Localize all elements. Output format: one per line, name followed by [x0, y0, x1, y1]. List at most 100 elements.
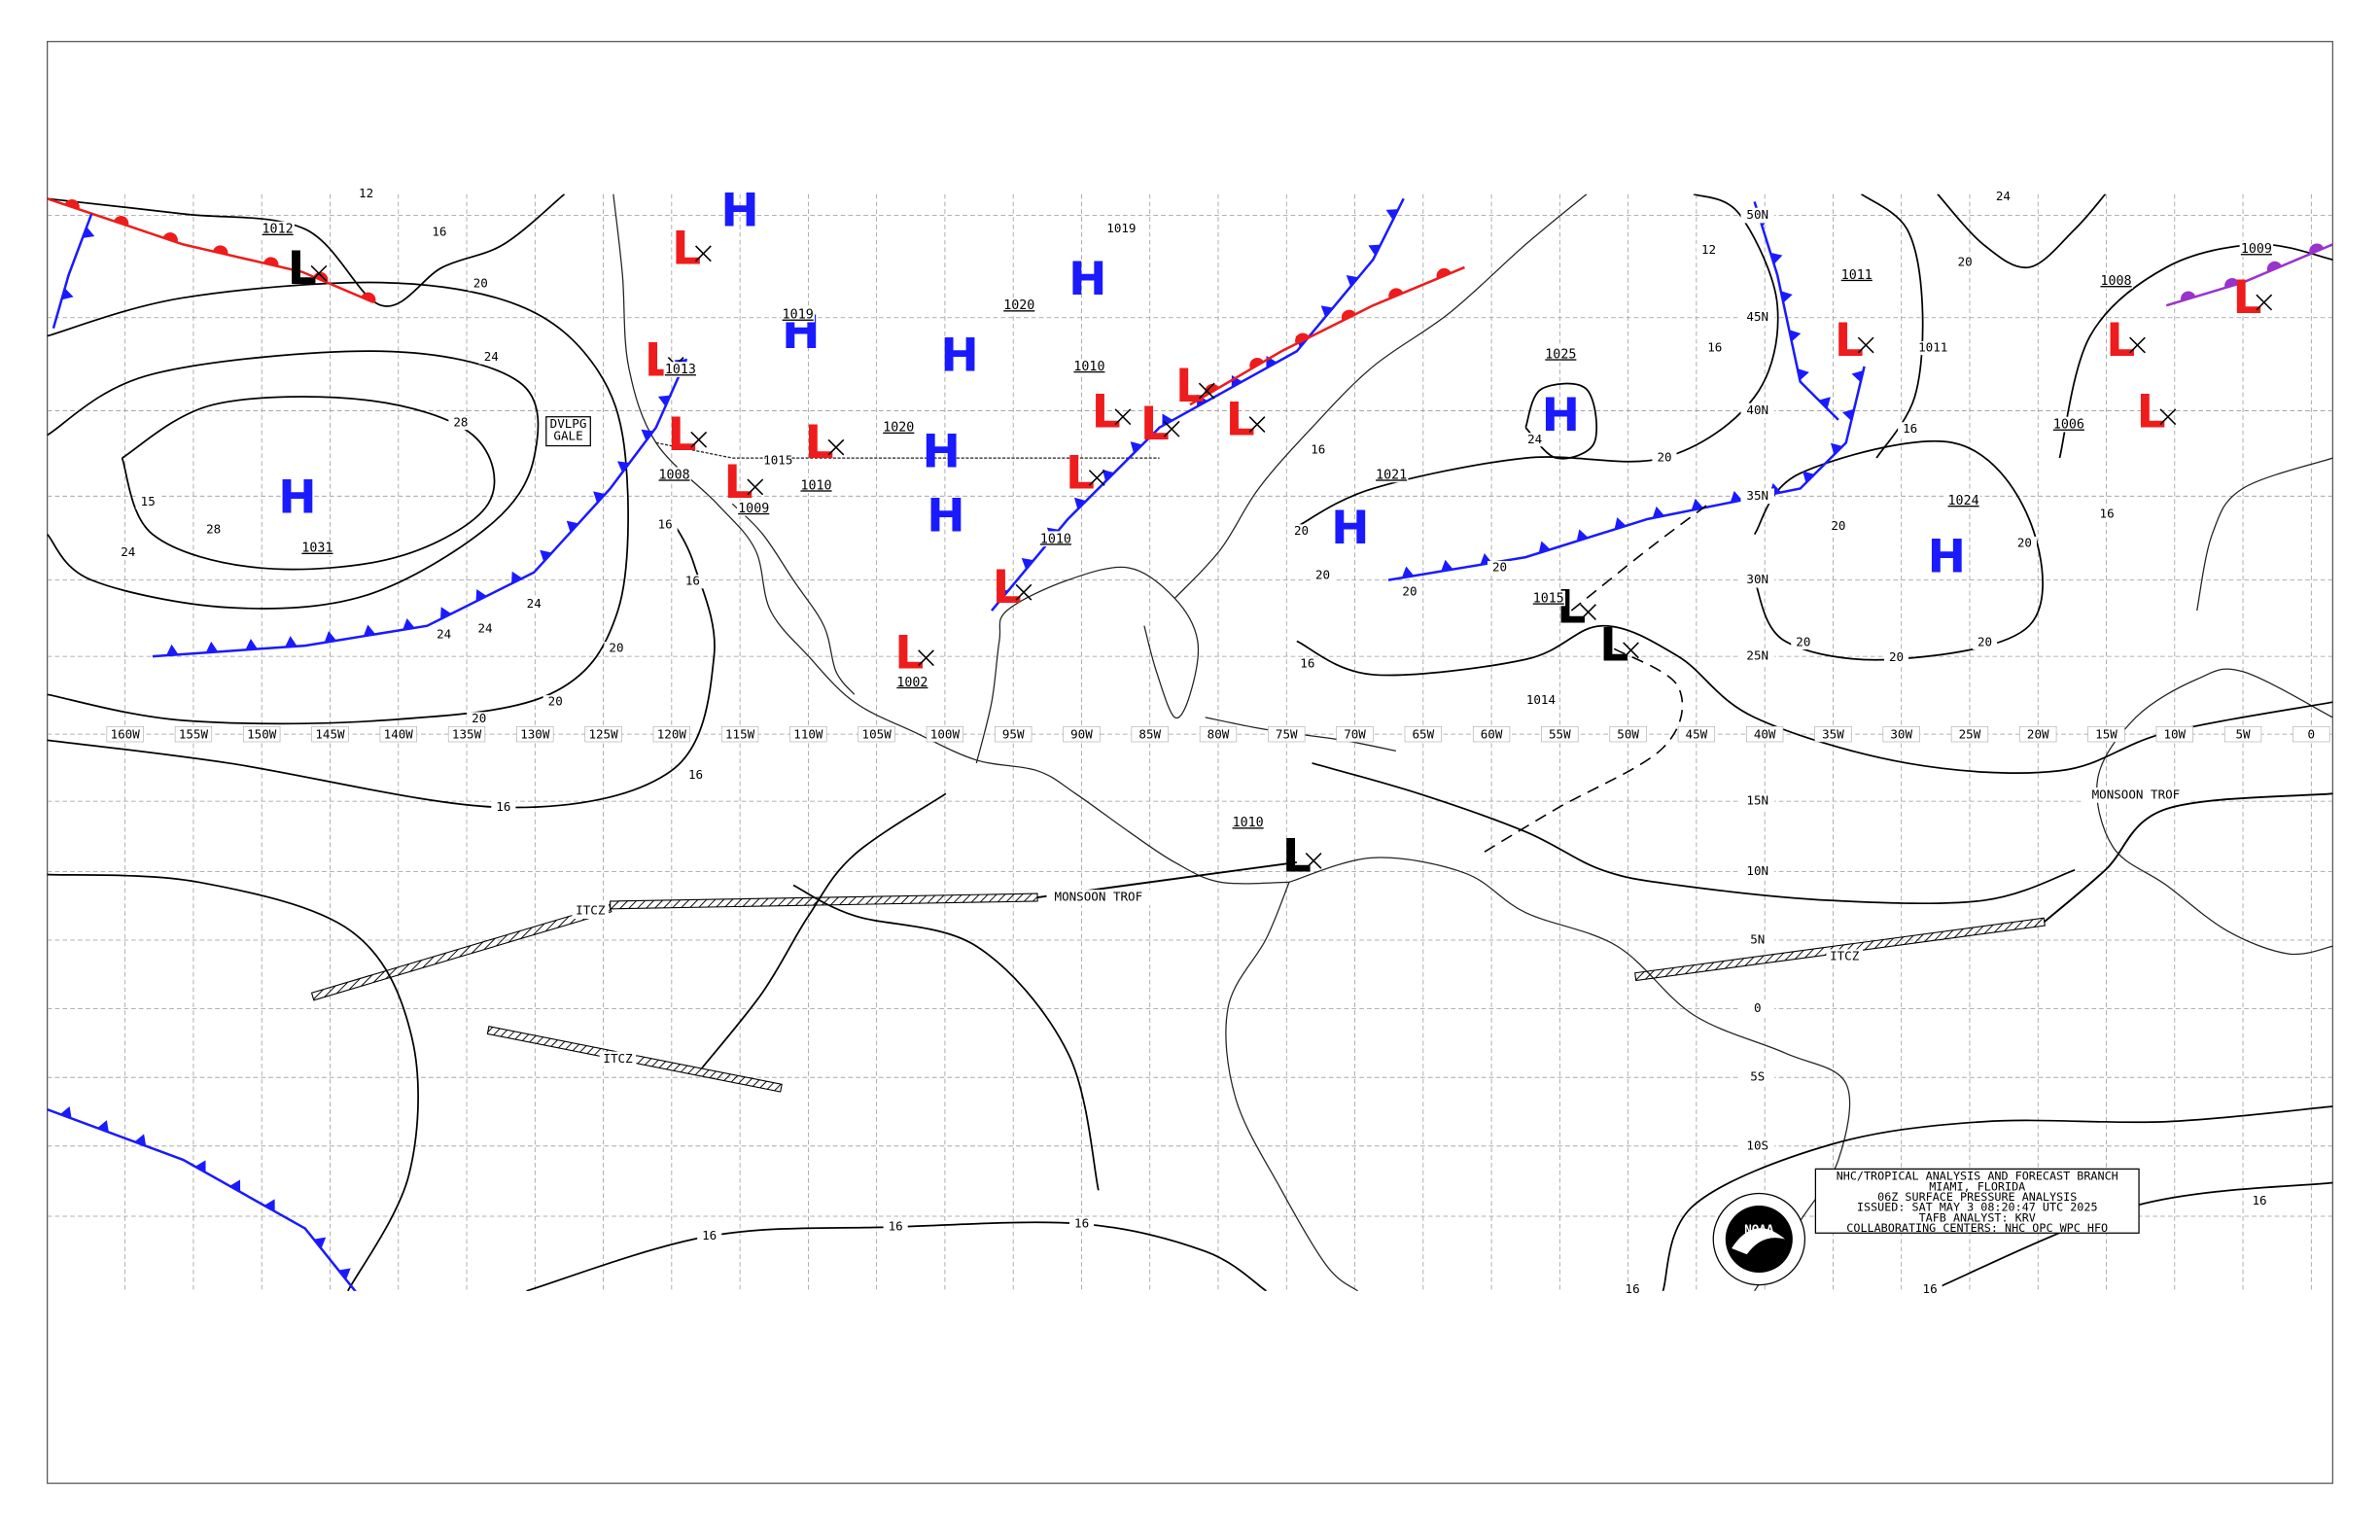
longitude-label: 100W — [930, 726, 961, 741]
feature-label: MONSOON TROF — [2092, 787, 2181, 801]
longitude-label: 55W — [1549, 726, 1571, 741]
front-semicircle — [1249, 358, 1264, 369]
label-mask — [1702, 341, 1728, 356]
isobar-label: 20 — [1958, 255, 1973, 269]
logo-text: NOAA — [1744, 1222, 1774, 1237]
isobar-label: 16 — [2100, 507, 2115, 521]
front-triangle — [996, 588, 1009, 601]
longitude-label: 90W — [1070, 726, 1093, 741]
low-center-x — [1248, 416, 1266, 433]
front-triangle — [1841, 408, 1855, 421]
isobar-label: 20 — [548, 694, 563, 709]
info-line: NHC/TROPICAL ANALYSIS AND FORECAST BRANC… — [1837, 1170, 2118, 1183]
coastline — [975, 566, 1200, 764]
front-triangle — [1130, 441, 1142, 454]
label-mask — [1528, 693, 1554, 708]
longitude-box — [789, 725, 827, 743]
longitude-box — [1472, 725, 1511, 743]
latitude-box — [1740, 863, 1775, 880]
label-mask — [472, 621, 498, 636]
isobar — [792, 884, 1100, 1191]
longitude-box — [1746, 725, 1784, 743]
low-center-x — [827, 438, 845, 456]
pressure-label: 1015 — [1533, 591, 1564, 606]
front-triangle — [82, 227, 95, 238]
label-mask — [261, 221, 295, 237]
longitude-box — [1677, 725, 1716, 743]
longitude-box — [311, 725, 349, 743]
info-line: 06Z SURFACE PRESSURE ANALYSIS — [1877, 1190, 2077, 1204]
label-mask — [2094, 508, 2119, 522]
isobar-label: 16 — [889, 1218, 903, 1233]
isobar-label: 20 — [1831, 518, 1845, 533]
pressure-label: 1010 — [1233, 816, 1264, 830]
isobar — [1296, 624, 2333, 774]
info-line: MIAMI, FLORIDA — [1929, 1179, 2025, 1193]
label-mask — [1108, 222, 1134, 236]
latitude-box — [1740, 1138, 1775, 1154]
label-mask — [2247, 1194, 2272, 1208]
label-mask — [1072, 359, 1106, 374]
trough — [1570, 503, 1710, 612]
label-mask — [1397, 585, 1422, 600]
info-line: TAFB ANALYST: KRV — [1919, 1210, 2036, 1224]
longitude-box — [1131, 725, 1169, 743]
isobar-label: 1019 — [1106, 221, 1136, 235]
label-mask — [1001, 298, 1036, 314]
label-mask — [2051, 416, 2086, 433]
label-mask — [467, 712, 492, 726]
pressure-center: H — [1068, 253, 1106, 306]
front-triangle — [59, 1105, 72, 1119]
convergence-zone — [610, 892, 1038, 910]
isobar-label: 1014 — [1526, 692, 1556, 707]
isobar — [701, 792, 947, 1069]
longitude-label: 10W — [2163, 726, 2186, 741]
label-mask — [491, 800, 516, 815]
label-mask — [1917, 1282, 1942, 1297]
border — [655, 441, 1160, 459]
isobar-label: 12 — [359, 186, 373, 200]
pressure-center: L — [724, 456, 753, 509]
low-center-x — [1580, 604, 1596, 620]
pressure-center: H — [278, 472, 316, 525]
isobar-label: 16 — [685, 574, 700, 588]
pressure-label: 1009 — [2241, 242, 2272, 257]
label-mask — [1696, 243, 1722, 258]
label-mask — [883, 1219, 908, 1235]
front-triangle — [1614, 517, 1627, 530]
front-triangle — [1074, 497, 1087, 509]
low-center-x — [310, 264, 328, 282]
label-mask — [604, 642, 629, 656]
front-triangle — [1851, 369, 1864, 383]
feature-label: ITCZ — [1830, 949, 1860, 963]
label-mask — [736, 501, 771, 516]
longitude-box — [2019, 725, 2057, 743]
front-triangle — [1401, 566, 1415, 578]
longitude-label: 145W — [315, 726, 345, 741]
pressure-label: 1010 — [1073, 360, 1104, 374]
front-triangle — [324, 631, 336, 643]
front-triangle — [205, 641, 219, 653]
front-semicircle — [64, 199, 80, 210]
label-mask — [354, 187, 379, 201]
front-triangle — [1691, 498, 1703, 510]
longitude-label: 45W — [1686, 726, 1708, 741]
longitude-label: 120W — [657, 726, 687, 741]
pressure-center: L — [1066, 446, 1095, 500]
front-triangle — [166, 644, 179, 656]
isobar — [47, 350, 540, 610]
front-triangle — [617, 461, 630, 473]
pressure-center: H — [940, 330, 978, 383]
pressure-center: L — [1092, 386, 1121, 439]
gale-box — [545, 416, 591, 447]
label-mask — [135, 495, 160, 509]
isobar-label: 16 — [1923, 1281, 1938, 1296]
longitude-box — [1199, 725, 1238, 743]
longitude-box — [243, 725, 281, 743]
latitude-label: 5N — [1750, 931, 1765, 946]
low-center-x — [1163, 420, 1180, 438]
isobar-label: 24 — [437, 627, 451, 642]
front-triangle — [313, 1237, 327, 1249]
isobar-label: 20 — [1978, 634, 1992, 648]
longitude-box — [858, 725, 895, 743]
